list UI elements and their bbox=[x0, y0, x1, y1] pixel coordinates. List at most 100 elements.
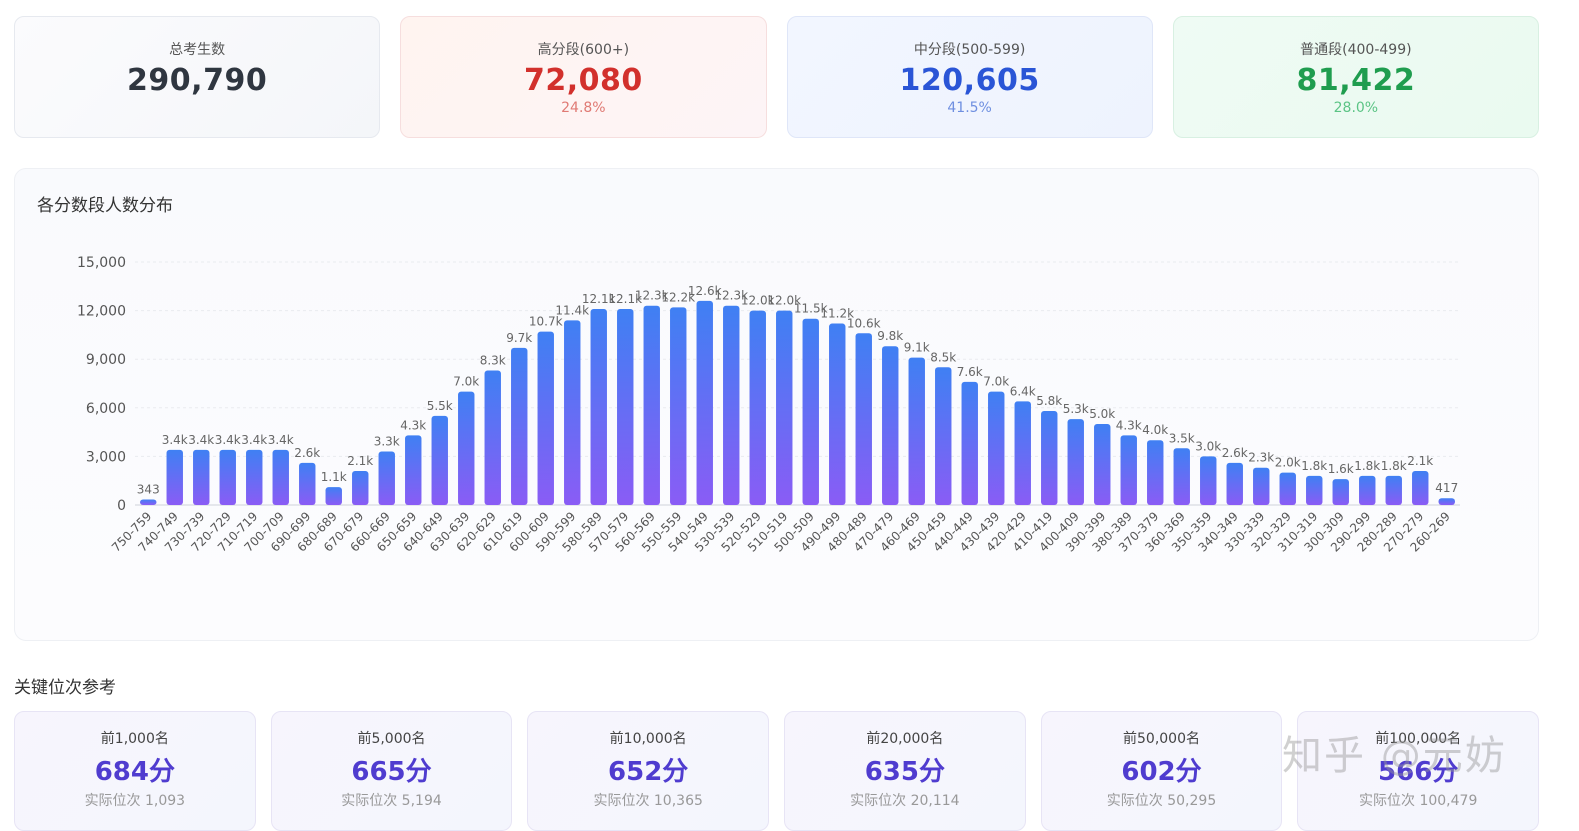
bar bbox=[617, 308, 634, 505]
bar bbox=[1359, 475, 1376, 505]
bar-data-label: 2.3k bbox=[1248, 451, 1274, 465]
stat-label: 中分段(500-599) bbox=[913, 42, 1026, 58]
rank-score: 635分 bbox=[864, 757, 945, 787]
stat-card-normal: 普通段(400-499) 81,422 28.0% bbox=[1172, 16, 1539, 138]
bar bbox=[882, 346, 899, 505]
bar-data-label: 1.8k bbox=[1301, 459, 1327, 473]
bar-data-label: 3.3k bbox=[374, 435, 400, 449]
rank-label: 前5,000名 bbox=[357, 731, 426, 747]
rank-score: 566分 bbox=[1378, 757, 1459, 787]
y-tick-label: 6,000 bbox=[86, 401, 126, 417]
bar bbox=[1067, 419, 1084, 505]
bar bbox=[1014, 401, 1031, 505]
bar-data-label: 3.5k bbox=[1169, 431, 1195, 445]
bar-data-label: 9.7k bbox=[506, 331, 532, 345]
stat-card-mid: 中分段(500-599) 120,605 41.5% bbox=[786, 16, 1153, 138]
bar-data-label: 4.3k bbox=[400, 418, 426, 432]
rank-label: 前10,000名 bbox=[609, 731, 687, 747]
bar-data-label: 12.1k bbox=[582, 292, 616, 306]
bar bbox=[166, 449, 183, 505]
stat-percent: 24.8% bbox=[561, 100, 606, 116]
bar bbox=[1094, 424, 1111, 505]
rank-actual: 实际位次 10,365 bbox=[593, 793, 703, 809]
bar bbox=[193, 449, 210, 505]
bar-data-label: 12.0k bbox=[741, 294, 775, 308]
bar bbox=[643, 305, 660, 505]
rank-card: 前1,000名 684分 实际位次 1,093 bbox=[14, 711, 256, 831]
bar-data-label: 12.6k bbox=[688, 284, 722, 298]
bar-data-label: 417 bbox=[1435, 481, 1458, 495]
bar bbox=[776, 310, 793, 505]
rank-actual: 实际位次 1,093 bbox=[84, 793, 186, 809]
stat-percent: 41.5% bbox=[947, 100, 992, 116]
bar bbox=[1041, 411, 1058, 505]
bar-data-label: 2.1k bbox=[1407, 454, 1433, 468]
rank-actual: 实际位次 50,295 bbox=[1106, 793, 1217, 809]
rank-score: 684分 bbox=[94, 757, 175, 787]
bar-data-label: 2.6k bbox=[1222, 446, 1248, 460]
rank-score: 665分 bbox=[351, 757, 432, 787]
rank-score: 602分 bbox=[1121, 757, 1202, 787]
bar bbox=[1173, 448, 1190, 505]
stat-label: 高分段(600+) bbox=[537, 42, 630, 58]
chart-title: 各分数段人数分布 bbox=[37, 196, 173, 216]
bar-data-label: 2.0k bbox=[1275, 456, 1301, 470]
bar-data-label: 7.0k bbox=[453, 375, 479, 389]
bar bbox=[855, 333, 872, 505]
bar-data-label: 2.6k bbox=[294, 446, 320, 460]
bar-data-label: 5.8k bbox=[1036, 394, 1062, 408]
bar bbox=[1279, 472, 1296, 505]
bar-data-label: 3.0k bbox=[1195, 439, 1221, 453]
bar bbox=[1385, 475, 1402, 505]
bar-data-label: 5.0k bbox=[1089, 407, 1115, 421]
bar-data-label: 12.2k bbox=[661, 290, 695, 304]
ranks-section-title: 关键位次参考 bbox=[14, 678, 116, 698]
bar bbox=[564, 320, 581, 505]
rank-card: 前100,000名 566分 实际位次 100,479 bbox=[1297, 711, 1540, 831]
bar-data-label: 1.6k bbox=[1328, 462, 1354, 476]
rank-card: 前20,000名 635分 实际位次 20,114 bbox=[784, 711, 1026, 831]
bar-data-label: 3.4k bbox=[215, 433, 241, 447]
rank-card: 前50,000名 602分 实际位次 50,295 bbox=[1040, 711, 1283, 831]
stat-card-high: 高分段(600+) 72,080 24.8% bbox=[400, 16, 767, 138]
bar bbox=[1226, 462, 1243, 505]
bar bbox=[1306, 475, 1323, 505]
distribution-chart-panel: 0 3,000 6,000 9,000 12,000 15,000 343 750-759 3.… bbox=[14, 168, 1539, 641]
bar-data-label: 3.4k bbox=[188, 433, 214, 447]
bar-data-label: 1.1k bbox=[321, 470, 347, 484]
bar-data-label: 12.1k bbox=[608, 292, 642, 306]
y-tick-label: 0 bbox=[117, 498, 126, 514]
bar bbox=[1332, 479, 1349, 505]
bar bbox=[1147, 440, 1164, 505]
bar bbox=[458, 391, 475, 505]
bar bbox=[802, 318, 819, 505]
rank-label: 前1,000名 bbox=[100, 731, 169, 747]
stat-value: 81,422 bbox=[1296, 63, 1416, 98]
rank-score: 652分 bbox=[608, 757, 689, 787]
bar-data-label: 343 bbox=[137, 482, 160, 496]
bar bbox=[299, 462, 316, 505]
bar bbox=[378, 451, 395, 505]
bar-data-label: 4.0k bbox=[1142, 423, 1168, 437]
bar-data-label: 7.0k bbox=[983, 375, 1009, 389]
stat-value: 290,790 bbox=[127, 63, 268, 98]
bar-data-label: 1.8k bbox=[1381, 459, 1407, 473]
y-tick-label: 12,000 bbox=[77, 304, 126, 320]
bar-data-label: 3.4k bbox=[162, 433, 188, 447]
bar bbox=[1412, 470, 1429, 505]
rank-label: 前100,000名 bbox=[1375, 731, 1462, 747]
bar-data-label: 10.7k bbox=[529, 315, 563, 329]
bar bbox=[670, 307, 687, 505]
bar-data-label: 9.8k bbox=[877, 329, 903, 343]
bar bbox=[1200, 456, 1217, 505]
bar bbox=[829, 323, 846, 505]
rank-cards: 前1,000名 684分 实际位次 1,093 前5,000名 665分 实际位… bbox=[14, 711, 1540, 831]
y-tick-label: 3,000 bbox=[86, 449, 126, 465]
bar-data-label: 3.4k bbox=[241, 433, 267, 447]
bar bbox=[537, 331, 554, 505]
bar bbox=[325, 487, 342, 505]
rank-label: 前50,000名 bbox=[1123, 731, 1201, 747]
bar-data-label: 12.3k bbox=[714, 289, 748, 303]
stat-percent: 28.0% bbox=[1333, 100, 1379, 116]
bar bbox=[1253, 467, 1270, 505]
